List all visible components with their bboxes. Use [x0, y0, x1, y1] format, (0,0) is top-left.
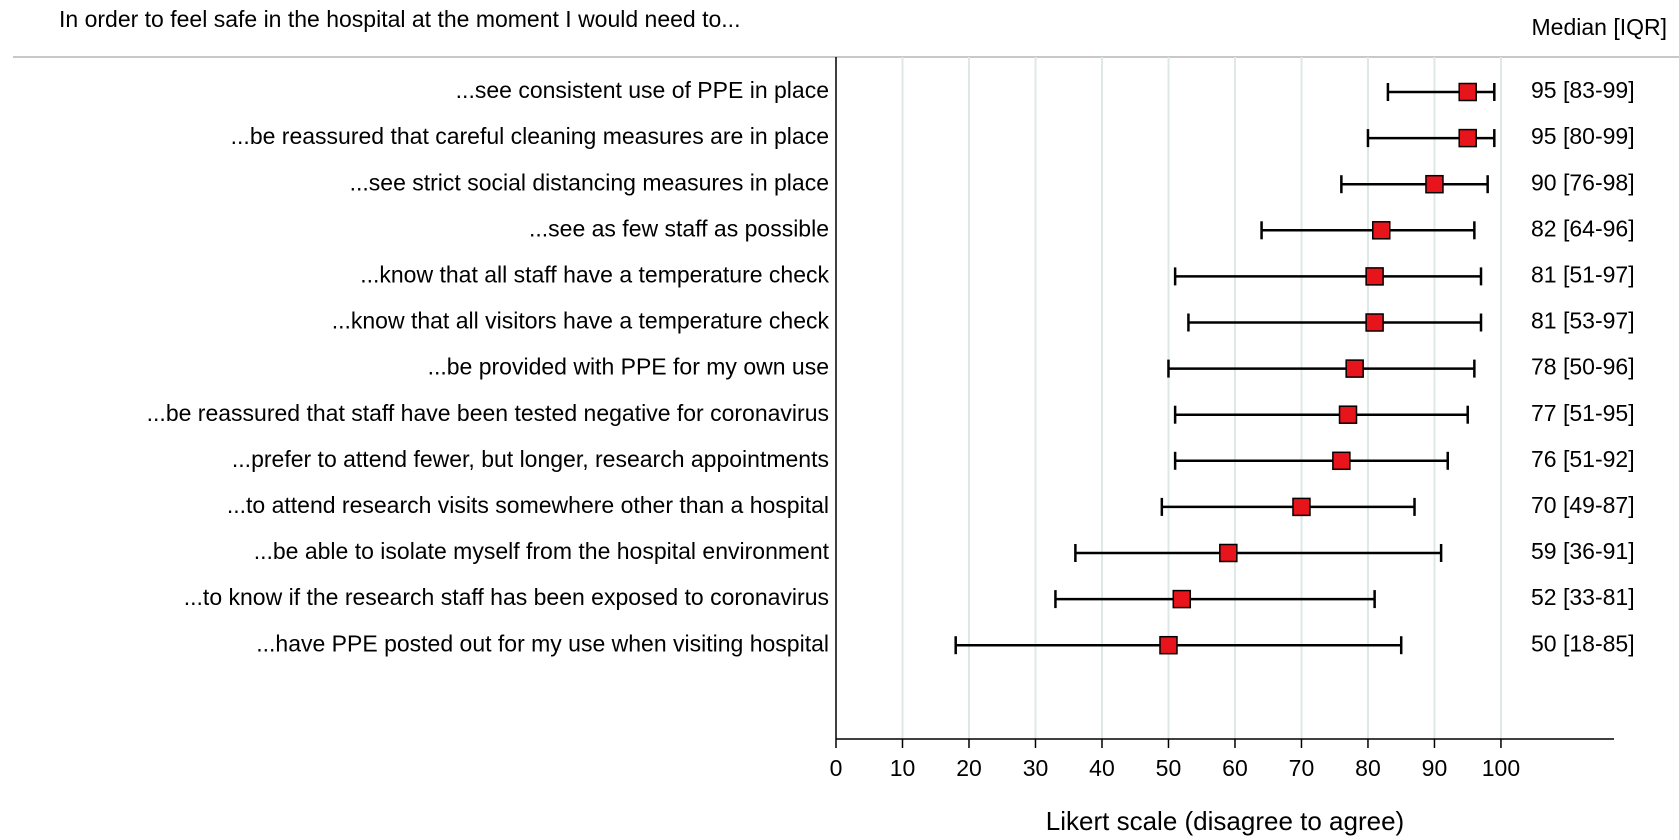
- value-label: 90 [76-98]: [1531, 169, 1635, 195]
- median-marker: [1345, 359, 1364, 378]
- value-label: 81 [53-97]: [1531, 308, 1635, 334]
- x-tick-label: 20: [956, 755, 982, 781]
- category-label: ...see consistent use of PPE in place: [456, 77, 829, 103]
- x-tick-label: 80: [1355, 755, 1381, 781]
- x-tick-label: 50: [1156, 755, 1182, 781]
- median-marker: [1365, 267, 1384, 286]
- median-marker: [1458, 82, 1477, 102]
- value-label: 70 [49-87]: [1531, 492, 1635, 518]
- value-label: 78 [50-96]: [1531, 354, 1635, 380]
- x-tick-label: 40: [1089, 755, 1115, 781]
- category-label: ...know that all staff have a temperatur…: [360, 261, 829, 287]
- x-axis-label: Likert scale (disagree to agree): [1046, 806, 1404, 836]
- value-label: 59 [36-91]: [1531, 538, 1635, 564]
- x-tick-label: 30: [1023, 755, 1049, 781]
- median-marker: [1219, 543, 1238, 563]
- value-label: 76 [51-92]: [1531, 446, 1635, 472]
- value-label: 77 [51-95]: [1531, 400, 1635, 426]
- median-marker: [1365, 313, 1384, 332]
- median-marker: [1458, 128, 1477, 148]
- category-label: ...to know if the research staff has bee…: [184, 584, 829, 610]
- category-label: ...prefer to attend fewer, but longer, r…: [232, 446, 829, 472]
- chart-title: In order to feel safe in the hospital at…: [59, 6, 740, 32]
- category-label: ...have PPE posted out for my use when v…: [256, 630, 829, 656]
- median-marker: [1172, 589, 1192, 609]
- median-marker: [1292, 497, 1311, 517]
- median-marker: [1425, 174, 1444, 194]
- category-label: ...know that all visitors have a tempera…: [332, 308, 830, 334]
- value-label: 52 [33-81]: [1531, 584, 1635, 610]
- x-tick-label: 60: [1222, 755, 1248, 781]
- x-tick-label: 100: [1482, 755, 1520, 781]
- x-tick-label: 10: [890, 755, 916, 781]
- category-label: ...to attend research visits somewhere o…: [227, 492, 829, 518]
- x-tick-label: 90: [1422, 755, 1448, 781]
- value-label: 95 [83-99]: [1531, 77, 1635, 103]
- category-label: ...see strict social distancing measures…: [350, 169, 829, 195]
- category-label: ...be reassured that staff have been tes…: [147, 400, 829, 426]
- x-tick-label: 0: [830, 755, 843, 781]
- value-label: 95 [80-99]: [1531, 123, 1635, 149]
- category-label: ...be provided with PPE for my own use: [428, 354, 829, 380]
- category-label: ...be able to isolate myself from the ho…: [254, 538, 830, 564]
- category-label: ...be reassured that careful cleaning me…: [231, 123, 829, 149]
- value-label: 50 [18-85]: [1531, 630, 1635, 656]
- median-marker: [1338, 405, 1358, 424]
- x-tick-label: 70: [1289, 755, 1315, 781]
- value-label: 82 [64-96]: [1531, 215, 1635, 241]
- column-header: Median [IQR]: [1532, 14, 1668, 40]
- value-label: 81 [51-97]: [1531, 261, 1635, 287]
- median-marker: [1159, 635, 1178, 655]
- median-marker: [1332, 451, 1351, 471]
- category-label: ...see as few staff as possible: [529, 215, 829, 241]
- median-marker: [1372, 221, 1391, 240]
